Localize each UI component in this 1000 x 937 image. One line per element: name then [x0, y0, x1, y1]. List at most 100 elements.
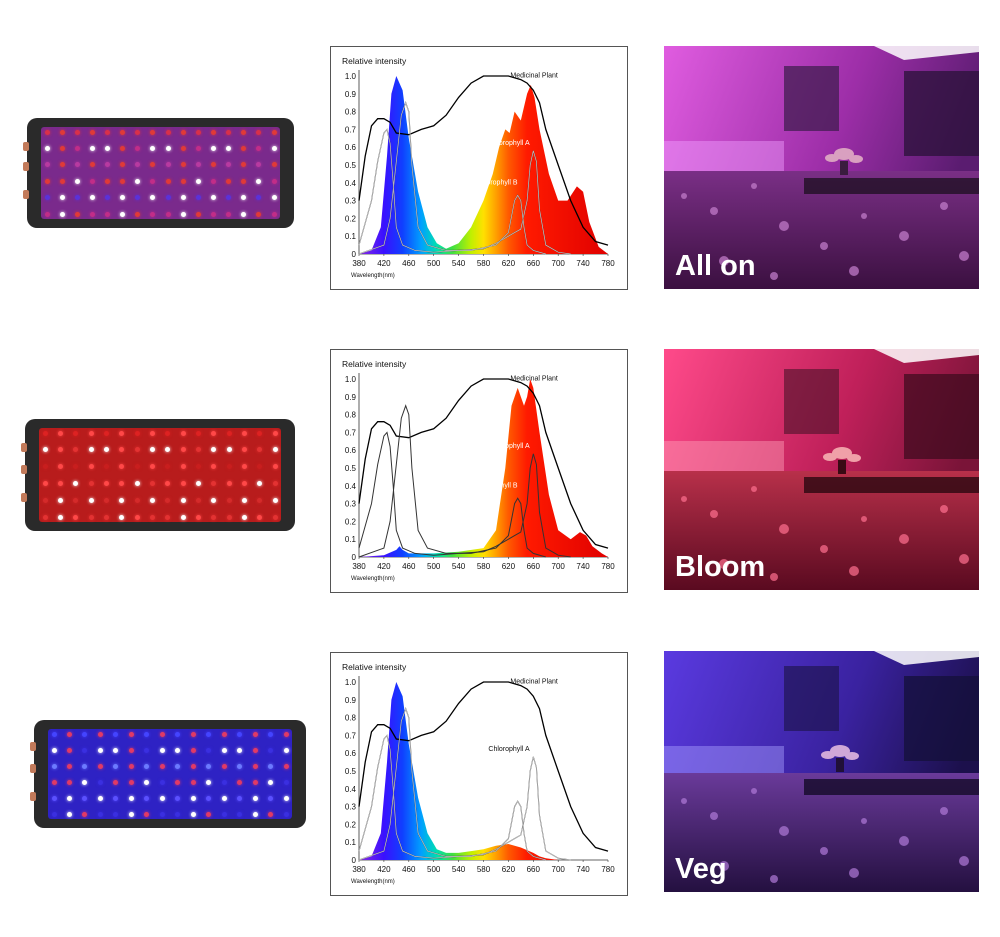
- led-diode: [150, 162, 156, 168]
- led-diode: [241, 514, 247, 520]
- led-diode: [180, 178, 186, 184]
- led-diode: [211, 497, 217, 503]
- led-diode: [237, 779, 243, 785]
- led-diode: [119, 497, 125, 503]
- led-diode: [252, 811, 258, 817]
- panel-knob: [21, 465, 27, 474]
- led-diode: [97, 795, 103, 801]
- led-diode: [271, 195, 277, 201]
- led-diode: [180, 195, 186, 201]
- y-tick-label: 0.6: [345, 749, 357, 758]
- grow-photo-all-on: All on: [664, 46, 979, 289]
- y-tick-label: 1.0: [345, 678, 357, 687]
- y-tick-label: 0.5: [345, 767, 357, 776]
- led-diode: [103, 480, 109, 486]
- led-diode: [226, 145, 232, 151]
- x-tick-label: 380: [352, 865, 366, 874]
- led-diode: [226, 464, 232, 470]
- led-diode: [144, 747, 150, 753]
- led-diode: [272, 480, 278, 486]
- led-diode: [135, 195, 141, 201]
- led-diode: [241, 145, 247, 151]
- led-diode: [206, 747, 212, 753]
- led-diode: [190, 779, 196, 785]
- led-diode: [149, 514, 155, 520]
- led-diode: [283, 811, 289, 817]
- led-diode: [89, 178, 95, 184]
- led-diode: [256, 211, 262, 217]
- x-tick-label: 380: [352, 259, 366, 268]
- led-diode: [206, 779, 212, 785]
- led-diode: [57, 480, 63, 486]
- led-diode: [144, 731, 150, 737]
- chart-title: Relative intensity: [342, 56, 407, 66]
- led-diode: [73, 447, 79, 453]
- led-diode: [237, 731, 243, 737]
- led-diode: [175, 763, 181, 769]
- led-diode: [134, 430, 140, 436]
- led-diode: [226, 514, 232, 520]
- led-diode: [88, 514, 94, 520]
- led-diode: [180, 514, 186, 520]
- led-diode: [113, 731, 119, 737]
- led-diode: [105, 178, 111, 184]
- led-diode: [211, 464, 217, 470]
- led-diode: [241, 195, 247, 201]
- y-tick-label: 0.3: [345, 803, 357, 812]
- led-diode: [74, 145, 80, 151]
- annotation-chlorophyll-b: Chlorophyll B: [476, 482, 518, 489]
- led-diode: [66, 747, 72, 753]
- led-diode: [165, 430, 171, 436]
- grow-photo-bloom: Bloom: [664, 349, 979, 590]
- x-tick-label: 460: [402, 259, 416, 268]
- led-diode: [120, 129, 126, 135]
- led-diode: [134, 464, 140, 470]
- x-tick-label: 620: [502, 562, 516, 571]
- led-diode: [221, 763, 227, 769]
- led-diode: [175, 747, 181, 753]
- led-diode: [272, 497, 278, 503]
- led-diode: [135, 129, 141, 135]
- led-diode: [272, 514, 278, 520]
- led-diode: [256, 145, 262, 151]
- spectrum-chart-svg: Relative intensity 0 0.1 0.2 0.3 0.4 0.5 0.6 0.7…: [342, 662, 615, 885]
- led-panel-veg: [30, 720, 306, 828]
- led-diode: [221, 731, 227, 737]
- led-diode: [74, 162, 80, 168]
- led-diode: [66, 795, 72, 801]
- led-diode: [241, 430, 247, 436]
- led-diode: [165, 162, 171, 168]
- led-diode: [74, 195, 80, 201]
- led-diode: [272, 464, 278, 470]
- led-diode: [149, 430, 155, 436]
- led-diode: [252, 795, 258, 801]
- x-tick-label: 500: [427, 865, 441, 874]
- x-tick-label: 420: [377, 865, 391, 874]
- led-diode: [73, 464, 79, 470]
- led-diode: [42, 464, 48, 470]
- led-diode: [97, 811, 103, 817]
- led-diode: [42, 497, 48, 503]
- x-tick-label: 460: [402, 562, 416, 571]
- led-diode: [128, 795, 134, 801]
- led-diode: [159, 811, 165, 817]
- led-diode: [226, 447, 232, 453]
- led-diode: [128, 811, 134, 817]
- y-tick-label: 0.5: [345, 161, 357, 170]
- led-diode: [283, 779, 289, 785]
- led-diode: [113, 779, 119, 785]
- led-diode: [144, 763, 150, 769]
- led-diode: [128, 747, 134, 753]
- led-diode: [57, 514, 63, 520]
- x-tick-label: 660: [527, 865, 541, 874]
- led-diode: [226, 480, 232, 486]
- led-diode: [59, 129, 65, 135]
- x-tick-label: 580: [477, 562, 491, 571]
- y-tick-label: 0.8: [345, 108, 357, 117]
- led-diode: [82, 795, 88, 801]
- series-chlorophyll-a: [358, 431, 571, 558]
- led-diode: [135, 211, 141, 217]
- led-diode: [226, 178, 232, 184]
- led-diode: [252, 779, 258, 785]
- led-diode: [82, 811, 88, 817]
